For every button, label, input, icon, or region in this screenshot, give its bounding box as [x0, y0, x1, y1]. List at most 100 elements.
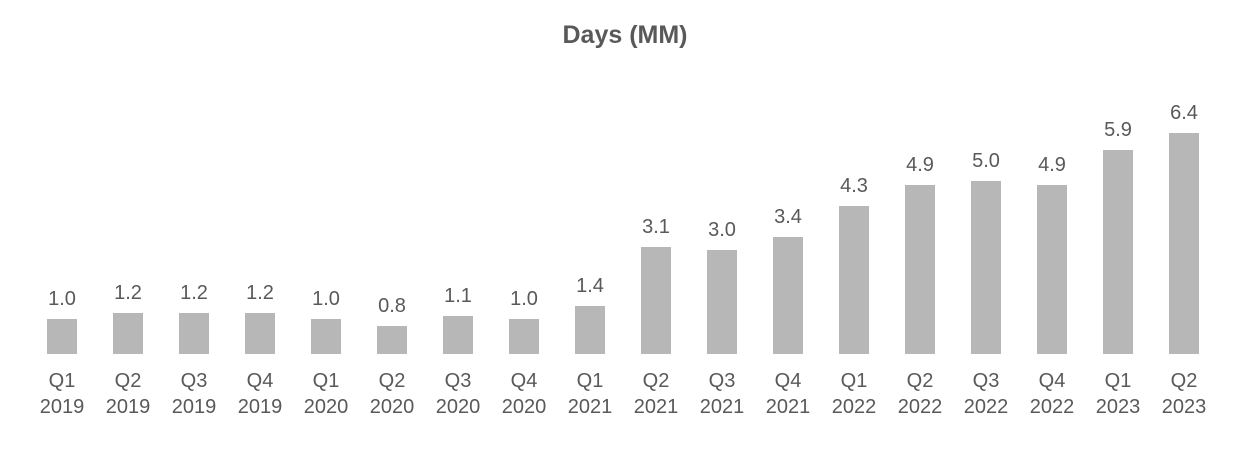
bar-column: 1.0 [491, 288, 557, 354]
bar-value-label: 5.9 [1104, 119, 1132, 141]
bar [575, 306, 605, 354]
bar-column: 1.2 [227, 282, 293, 354]
bar [971, 181, 1001, 354]
bar-column: 1.0 [293, 288, 359, 354]
bar [839, 206, 869, 354]
quarter-label: Q1 [312, 370, 340, 392]
bar [707, 250, 737, 354]
year-label: 2019 [171, 396, 217, 418]
quarter-label: Q2 [906, 370, 934, 392]
bar [179, 313, 209, 354]
bar [443, 316, 473, 354]
bar-column: 1.4 [557, 275, 623, 354]
x-axis-label: Q3 2021 [689, 368, 755, 420]
bar-column: 1.0 [29, 288, 95, 354]
bar-value-label: 6.4 [1170, 102, 1198, 124]
bar-column: 3.1 [623, 216, 689, 354]
year-label: 2021 [765, 396, 811, 418]
x-axis-label: Q1 2019 [29, 368, 95, 420]
year-label: 2022 [897, 396, 943, 418]
quarter-label: Q2 [642, 370, 670, 392]
bar-value-label: 1.0 [48, 288, 76, 310]
x-axis-label: Q1 2022 [821, 368, 887, 420]
bar-column: 1.1 [425, 285, 491, 354]
x-axis-label: Q1 2021 [557, 368, 623, 420]
year-label: 2020 [303, 396, 349, 418]
bar [245, 313, 275, 354]
bar [1103, 150, 1133, 354]
bar-value-label: 1.4 [576, 275, 604, 297]
year-label: 2020 [501, 396, 547, 418]
year-label: 2019 [39, 396, 85, 418]
bar-column: 4.9 [1019, 154, 1085, 354]
quarter-label: Q2 [378, 370, 406, 392]
year-label: 2023 [1095, 396, 1141, 418]
year-label: 2022 [963, 396, 1009, 418]
bar-value-label: 4.9 [906, 154, 934, 176]
x-axis-label: Q3 2020 [425, 368, 491, 420]
year-label: 2021 [633, 396, 679, 418]
x-axis-label: Q4 2019 [227, 368, 293, 420]
quarter-label: Q3 [180, 370, 208, 392]
x-axis-label: Q2 2020 [359, 368, 425, 420]
bar [1169, 133, 1199, 354]
quarter-label: Q4 [510, 370, 538, 392]
bar-value-label: 1.2 [246, 282, 274, 304]
quarter-label: Q1 [48, 370, 76, 392]
bar [311, 319, 341, 354]
x-axis-label: Q1 2023 [1085, 368, 1151, 420]
year-label: 2019 [237, 396, 283, 418]
x-axis-label: Q4 2021 [755, 368, 821, 420]
quarter-label: Q1 [576, 370, 604, 392]
x-axis-label: Q2 2022 [887, 368, 953, 420]
bar-column: 5.9 [1085, 119, 1151, 354]
chart-title: Days (MM) [562, 21, 688, 49]
bar-value-label: 4.9 [1038, 154, 1066, 176]
quarter-label: Q3 [972, 370, 1000, 392]
quarter-label: Q3 [708, 370, 736, 392]
quarter-label: Q4 [774, 370, 802, 392]
x-axis-label: Q1 2020 [293, 368, 359, 420]
year-label: 2019 [105, 396, 151, 418]
bar [1037, 185, 1067, 354]
quarter-label: Q3 [444, 370, 472, 392]
bar-column: 1.2 [95, 282, 161, 354]
year-label: 2020 [435, 396, 481, 418]
bar [509, 319, 539, 354]
bar-column: 6.4 [1151, 102, 1217, 354]
bar-value-label: 0.8 [378, 295, 406, 317]
year-label: 2023 [1161, 396, 1207, 418]
quarter-label: Q2 [1170, 370, 1198, 392]
quarter-label: Q4 [246, 370, 274, 392]
x-axis-label: Q3 2022 [953, 368, 1019, 420]
plot-area: 1.0 1.2 1.2 1.2 1.0 0.8 1.1 1.0 1.4 3.1 [29, 24, 1217, 354]
x-axis-label: Q2 2019 [95, 368, 161, 420]
quarter-label: Q1 [840, 370, 868, 392]
year-label: 2021 [567, 396, 613, 418]
x-axis-label: Q3 2019 [161, 368, 227, 420]
x-axis-label: Q2 2023 [1151, 368, 1217, 420]
bar-value-label: 3.4 [774, 206, 802, 228]
x-axis-label: Q2 2021 [623, 368, 689, 420]
quarter-label: Q2 [114, 370, 142, 392]
bar-value-label: 4.3 [840, 175, 868, 197]
quarter-label: Q1 [1104, 370, 1132, 392]
bar-column: 4.9 [887, 154, 953, 354]
bar-value-label: 1.2 [114, 282, 142, 304]
bar-column: 5.0 [953, 150, 1019, 354]
year-label: 2020 [369, 396, 415, 418]
bar [377, 326, 407, 354]
bar-value-label: 1.2 [180, 282, 208, 304]
x-axis: Q1 2019 Q2 2019 Q3 2019 Q4 2019 Q1 2020 … [29, 368, 1217, 420]
bar-value-label: 1.0 [312, 288, 340, 310]
bar-column: 0.8 [359, 295, 425, 354]
bar-column: 1.2 [161, 282, 227, 354]
year-label: 2022 [1029, 396, 1075, 418]
x-axis-label: Q4 2022 [1019, 368, 1085, 420]
bar-value-label: 5.0 [972, 150, 1000, 172]
bar-column: 3.4 [755, 206, 821, 354]
bar-value-label: 3.0 [708, 219, 736, 241]
bar-column: 4.3 [821, 175, 887, 354]
bar-value-label: 1.0 [510, 288, 538, 310]
